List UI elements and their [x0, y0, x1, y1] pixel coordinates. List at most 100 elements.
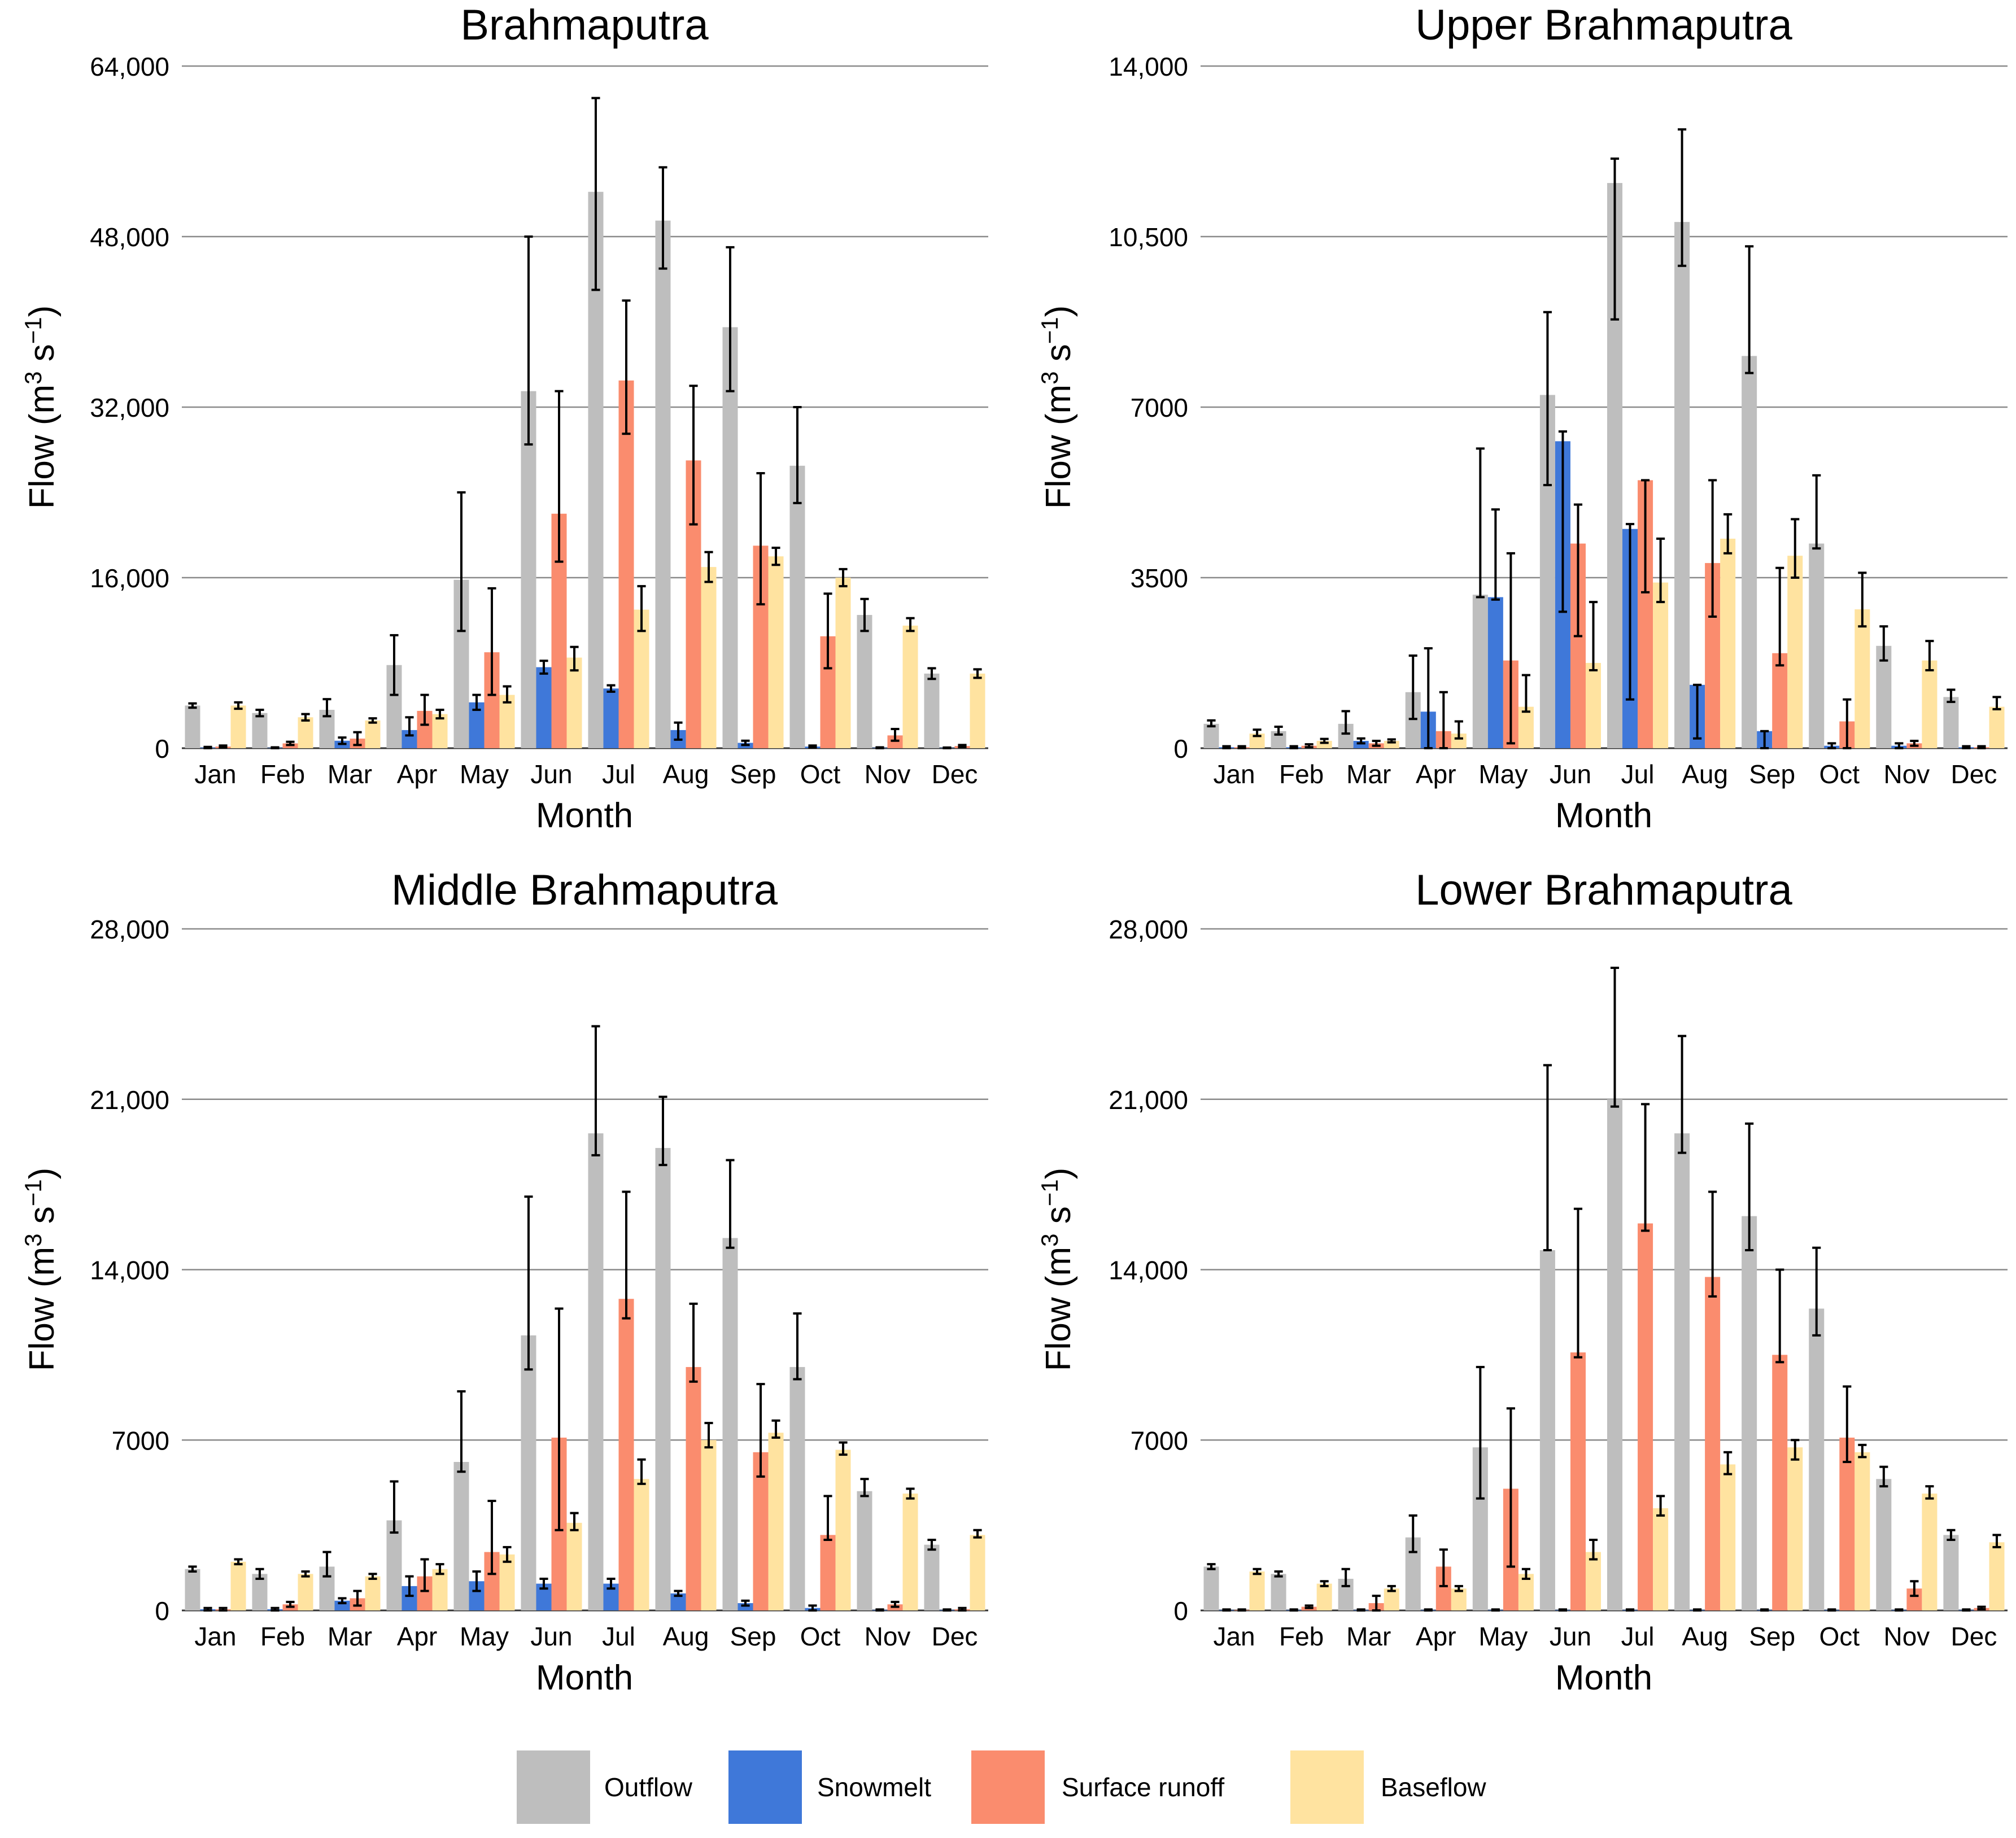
bar-baseflow [768, 556, 784, 748]
x-tick-label: May [460, 1622, 509, 1651]
x-tick-label: Dec [1951, 759, 1997, 789]
y-axis-label: Flow (m3 s−1) [20, 305, 62, 509]
bar-baseflow [835, 578, 851, 748]
x-tick-label: Dec [932, 1622, 978, 1651]
x-axis-label: Month [536, 1658, 633, 1697]
bar-baseflow [1451, 1588, 1467, 1610]
y-tick-label: 21,000 [90, 1085, 169, 1115]
bar-outflow [1472, 595, 1488, 748]
chart-title: Upper Brahmaputra [1415, 1, 1792, 49]
y-axis-label-part: −1 [1036, 317, 1063, 344]
x-tick-label: Aug [1682, 1622, 1728, 1651]
y-tick-label: 48,000 [90, 222, 169, 252]
legend-label: Outflow [604, 1772, 693, 1802]
bar-baseflow [970, 1535, 985, 1610]
bar-outflow [1742, 1216, 1757, 1610]
y-tick-label: 32,000 [90, 393, 169, 422]
x-tick-label: Jun [1550, 1622, 1591, 1651]
y-tick-label: 14,000 [90, 1256, 169, 1285]
bar-surface-runoff [1570, 1352, 1586, 1610]
bar-outflow [185, 1569, 200, 1610]
bar-outflow [655, 1147, 671, 1610]
x-tick-label: Aug [1682, 759, 1728, 789]
bar-baseflow [1653, 1508, 1669, 1610]
y-tick-label: 0 [1173, 1596, 1188, 1626]
x-tick-label: Dec [1951, 1622, 1997, 1651]
bar-baseflow [902, 1494, 918, 1610]
bar-outflow [521, 391, 536, 748]
x-tick-label: Nov [865, 759, 911, 789]
bar-outflow [1539, 1250, 1555, 1610]
y-tick-label: 7000 [1131, 393, 1188, 422]
x-axis-label: Month [536, 796, 633, 835]
y-axis-label-part: 3 [20, 1234, 46, 1247]
bar-surface-runoff [1772, 1355, 1788, 1610]
chart-panel-middle-brahmaputra: Middle Brahmaputra 0 7000 14,000 21,000 28,00… [20, 866, 988, 1697]
y-tick-label: 0 [155, 734, 169, 763]
y-tick-label: 0 [1173, 734, 1188, 763]
bar-baseflow [1854, 1452, 1870, 1610]
legend: Outflow Snowmelt Surface runoff Baseflow [517, 1750, 1486, 1824]
x-tick-label: Jul [602, 759, 635, 789]
x-tick-label: Mar [328, 1622, 372, 1651]
bar-outflow [857, 1491, 872, 1610]
x-tick-label: Sep [730, 759, 776, 789]
bar-surface-runoff [1839, 1437, 1855, 1610]
bar-outflow [1271, 1574, 1286, 1610]
bar-outflow [789, 1367, 805, 1610]
legend-swatch-snowmelt [728, 1750, 802, 1824]
bar-baseflow [1518, 1574, 1534, 1610]
x-tick-label: Jan [194, 1622, 236, 1651]
y-axis-label-part: 3 [1036, 1234, 1063, 1247]
bar-baseflow [902, 625, 918, 748]
x-axis-label: Month [1555, 1658, 1652, 1697]
bar-surface-runoff [820, 1535, 836, 1610]
x-tick-label: Sep [730, 1622, 776, 1651]
x-tick-label: Mar [1346, 759, 1391, 789]
bar-surface-runoff [1705, 1277, 1721, 1610]
y-axis-label-part: −1 [1036, 1179, 1063, 1206]
bar-baseflow [634, 609, 649, 748]
x-tick-label: Dec [932, 759, 978, 789]
y-tick-label: 7000 [112, 1426, 169, 1455]
y-tick-label: 14,000 [1109, 52, 1188, 81]
legend-swatch-surface-runoff [971, 1750, 1045, 1824]
y-axis-label-part: Flow (m [1039, 385, 1078, 509]
chart-panel-upper-brahmaputra: Upper Brahmaputra 0 3500 7000 10,500 14,000 Fl… [1036, 1, 2008, 835]
x-tick-label: Feb [1279, 1622, 1324, 1651]
y-axis-label-part: ) [23, 305, 62, 317]
y-tick-label: 64,000 [90, 52, 169, 81]
bar-outflow [722, 1238, 738, 1610]
bar-outflow [1809, 1308, 1825, 1610]
x-tick-label: Aug [663, 1622, 709, 1651]
bar-baseflow [432, 714, 448, 748]
y-axis-label-part: 3 [20, 372, 46, 385]
bar-surface-runoff [753, 1452, 769, 1610]
bar-baseflow [499, 695, 515, 748]
bar-baseflow [768, 1433, 784, 1610]
bar-baseflow [298, 717, 313, 748]
x-tick-label: Mar [1346, 1622, 1391, 1651]
y-axis-label-part: ) [1039, 1168, 1078, 1180]
bar-baseflow [365, 720, 381, 748]
bar-baseflow [1720, 538, 1736, 748]
y-axis-label-part: −1 [20, 317, 46, 344]
bar-surface-runoff [618, 1299, 634, 1610]
x-tick-label: Oct [800, 1622, 841, 1651]
bar-baseflow [365, 1576, 381, 1610]
y-axis-label-part: s [1039, 1206, 1078, 1233]
bar-baseflow [634, 1479, 649, 1610]
bar-outflow [1674, 222, 1690, 749]
y-tick-label: 14,000 [1109, 1256, 1188, 1285]
y-tick-label: 10,500 [1109, 222, 1188, 252]
x-tick-label: Jun [530, 1622, 572, 1651]
bar-baseflow [1854, 609, 1870, 748]
bar-outflow [722, 327, 738, 748]
x-tick-label: Aug [663, 759, 709, 789]
bar-outflow [588, 1133, 604, 1610]
bar-baseflow [230, 1561, 246, 1610]
bar-outflow [1203, 1566, 1219, 1610]
bar-outflow [924, 1544, 940, 1610]
x-axis-label: Month [1555, 796, 1652, 835]
x-tick-label: Mar [328, 759, 372, 789]
